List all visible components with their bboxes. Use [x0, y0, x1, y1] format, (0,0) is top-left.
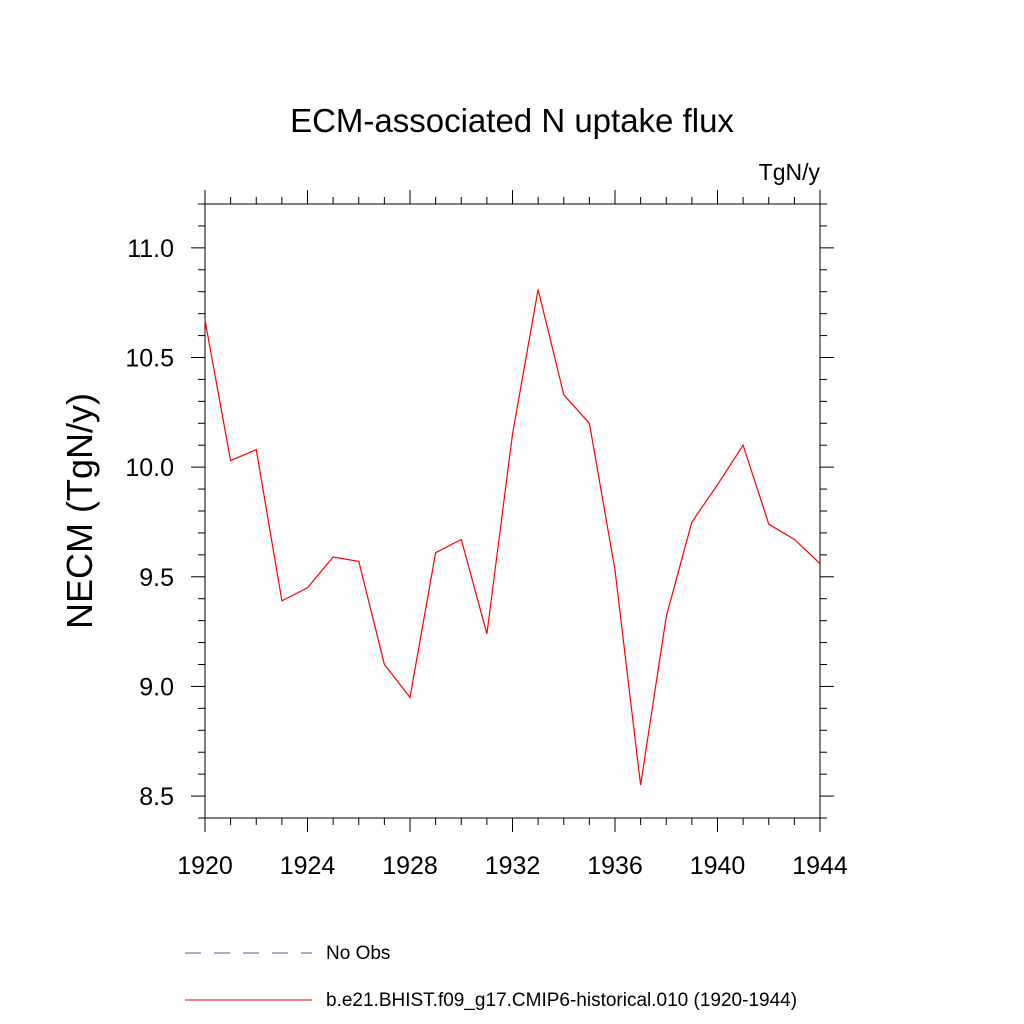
- x-tick-label: 1940: [690, 852, 746, 880]
- y-axis-tick-labels: 8.5 9.0 9.5 10.0 10.5 11.0: [125, 235, 174, 811]
- y-tick-label: 10.5: [125, 345, 174, 373]
- legend: No Obs b.e21.BHIST.f09_g17.CMIP6-histori…: [185, 943, 797, 1011]
- x-tick-label: 1944: [792, 852, 848, 880]
- chart-title: ECM-associated N uptake flux: [290, 102, 734, 139]
- legend-series-label: b.e21.BHIST.f09_g17.CMIP6-historical.010…: [326, 990, 797, 1011]
- y-tick-label: 8.5: [139, 783, 174, 811]
- x-tick-label: 1936: [587, 852, 643, 880]
- x-tick-label: 1928: [382, 852, 438, 880]
- plot-frame: [204, 203, 821, 819]
- y-axis-ticks: [191, 203, 834, 819]
- y-tick-label: 10.0: [125, 454, 174, 482]
- x-tick-label: 1932: [485, 852, 541, 880]
- y-tick-label: 9.5: [139, 564, 174, 592]
- series-line: [204, 289, 821, 786]
- y-tick-label: 9.0: [139, 673, 174, 701]
- y-tick-label: 11.0: [127, 235, 174, 263]
- y-axis-label: NECM (TgN/y): [59, 393, 100, 629]
- legend-no-obs-label: No Obs: [326, 943, 390, 964]
- series-layer: [204, 289, 821, 786]
- x-axis-tick-labels: 1920 1924 1928 1932 1936 1940 1944: [177, 852, 848, 880]
- units-label: TgN/y: [759, 159, 821, 185]
- x-tick-label: 1920: [177, 852, 233, 880]
- x-axis-ticks: [204, 190, 821, 832]
- x-tick-label: 1924: [280, 852, 336, 880]
